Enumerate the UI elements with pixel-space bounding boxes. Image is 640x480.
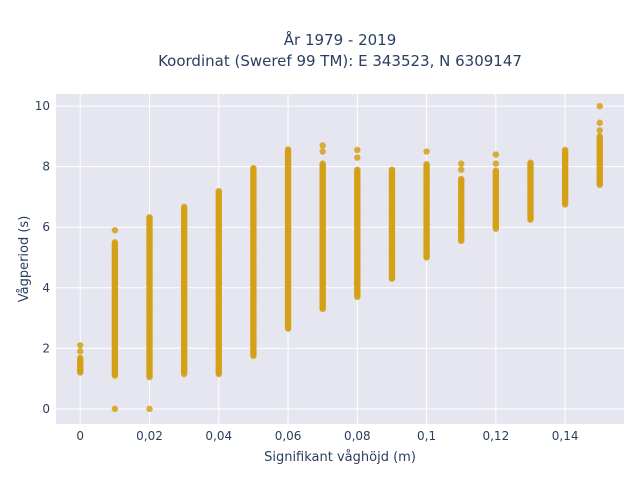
point-column	[388, 166, 396, 282]
data-point	[596, 133, 603, 140]
y-tick-label: 0	[42, 402, 50, 416]
data-point	[527, 159, 534, 166]
data-point	[284, 146, 292, 153]
data-point	[423, 161, 430, 168]
x-axis-title: Signifikant våghöjd (m)	[264, 450, 416, 465]
point-column	[250, 164, 257, 360]
y-axis-title: Vågperiod (s)	[17, 216, 32, 303]
data-points	[77, 102, 603, 413]
data-point	[111, 239, 119, 246]
point-column	[180, 203, 188, 378]
point-column	[319, 142, 326, 313]
data-point	[111, 227, 119, 234]
data-point	[111, 405, 119, 413]
point-column	[458, 160, 465, 245]
chart-subtitle: Koordinat (Sweref 99 TM): E 343523, N 63…	[158, 52, 522, 70]
x-tick-label: 0	[76, 429, 84, 443]
data-point	[250, 164, 257, 172]
data-point	[458, 175, 465, 183]
data-point	[354, 154, 361, 161]
data-point	[354, 166, 361, 173]
x-axis-ticks: 0 0,02 0,04 0,06 0,08 0,1 0,12 0,14	[76, 429, 578, 443]
data-point	[561, 146, 569, 154]
data-point	[319, 160, 326, 167]
data-point	[423, 148, 430, 155]
plot-area	[56, 94, 624, 424]
data-point	[596, 127, 603, 134]
point-column	[527, 159, 534, 223]
x-tick-label: 0,14	[552, 429, 579, 443]
data-point	[77, 342, 84, 349]
data-point	[492, 160, 500, 167]
y-tick-label: 2	[42, 341, 50, 355]
data-point	[388, 166, 396, 173]
data-point	[215, 187, 222, 195]
data-point	[492, 167, 500, 174]
point-column	[215, 187, 222, 378]
y-tick-label: 6	[42, 220, 50, 234]
data-point	[146, 405, 153, 413]
point-column	[77, 342, 84, 376]
point-column	[561, 146, 569, 208]
point-column	[596, 102, 603, 189]
y-axis-ticks: 0 2 4 6 8 10	[35, 99, 50, 416]
y-tick-label: 8	[42, 160, 50, 174]
data-point	[146, 214, 153, 221]
x-tick-label: 0,02	[136, 429, 163, 443]
x-tick-label: 0,04	[205, 429, 232, 443]
point-column	[146, 214, 153, 413]
data-point	[180, 203, 188, 211]
data-point	[77, 348, 84, 355]
data-point	[319, 148, 326, 155]
data-point	[354, 146, 361, 154]
x-tick-label: 0,06	[275, 429, 302, 443]
point-column	[284, 146, 292, 332]
x-tick-label: 0,12	[482, 429, 509, 443]
x-tick-label: 0,08	[344, 429, 371, 443]
point-column	[423, 148, 430, 261]
y-tick-label: 10	[35, 99, 50, 113]
point-column	[111, 227, 119, 413]
data-point	[596, 119, 603, 126]
data-point	[596, 102, 603, 110]
data-point	[492, 151, 500, 158]
data-point	[319, 142, 326, 149]
data-point	[458, 166, 465, 173]
point-column	[354, 146, 361, 301]
data-point	[77, 354, 84, 362]
data-point	[458, 160, 465, 167]
point-column	[492, 151, 500, 232]
x-tick-label: 0,1	[417, 429, 436, 443]
y-tick-label: 4	[42, 281, 50, 295]
chart-title: År 1979 - 2019	[284, 30, 397, 49]
